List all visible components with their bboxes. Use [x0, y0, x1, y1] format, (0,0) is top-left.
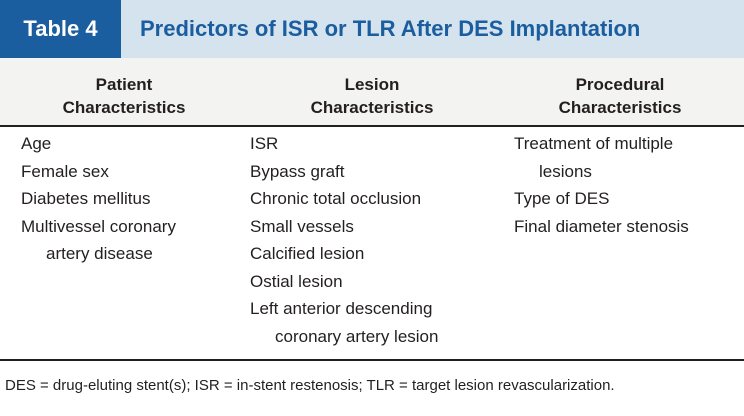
list-item: Final diameter stenosis — [514, 216, 689, 236]
column-header-patient: Patient Characteristics — [0, 73, 248, 119]
table-number-label: Table 4 — [0, 0, 121, 58]
list-item-continuation: coronary artery lesion — [275, 326, 439, 346]
list-item: Calcified lesion — [250, 244, 365, 263]
list-item: Female sex — [21, 161, 109, 181]
list-item-continuation: artery disease — [46, 244, 153, 263]
list-item: Treatment of multiple lesions — [514, 130, 689, 185]
procedural-characteristics-list: Treatment of multiple lesions Type of DE… — [514, 130, 689, 240]
column-header-line: Characteristics — [310, 98, 434, 117]
table-footnote: DES = drug-eluting stent(s); ISR = in-st… — [5, 377, 615, 394]
patient-characteristics-list: Age Female sex Diabetes mellitus Multive… — [21, 130, 176, 268]
footer-rule — [0, 359, 744, 361]
column-header-line: Characteristics — [62, 98, 186, 117]
list-item: Diabetes mellitus — [21, 189, 151, 208]
list-item: ISR — [250, 134, 279, 153]
table-title: Predictors of ISR or TLR After DES Impla… — [140, 16, 641, 41]
lesion-characteristics-list: ISR Bypass graft Chronic total occlusion… — [250, 130, 438, 350]
list-item: Age — [21, 134, 52, 153]
column-header-lesion: Lesion Characteristics — [248, 73, 496, 119]
list-item: Ostial lesion — [250, 271, 343, 291]
list-item-continuation: lesions — [539, 161, 592, 181]
table-title-bar — [0, 0, 744, 58]
header-rule — [0, 125, 744, 127]
list-item-line: Multivessel coronary — [21, 216, 176, 236]
column-header-line: Procedural — [575, 75, 665, 94]
column-header-band — [0, 58, 744, 126]
list-item: Multivessel coronary artery disease — [21, 213, 176, 268]
column-header-line: Patient — [95, 75, 153, 94]
list-item-line: Left anterior descending — [250, 299, 433, 318]
list-item: Bypass graft — [250, 161, 345, 181]
list-item-line: Treatment of multiple — [514, 134, 674, 153]
column-header-line: Lesion — [344, 75, 400, 94]
list-item: Type of DES — [514, 189, 610, 208]
list-item: Small vessels — [250, 216, 354, 236]
list-item: Chronic total occlusion — [250, 189, 422, 208]
column-header-procedural: Procedural Characteristics — [496, 73, 744, 119]
list-item: Left anterior descending coronary artery… — [250, 295, 438, 350]
column-header-line: Characteristics — [558, 98, 682, 117]
